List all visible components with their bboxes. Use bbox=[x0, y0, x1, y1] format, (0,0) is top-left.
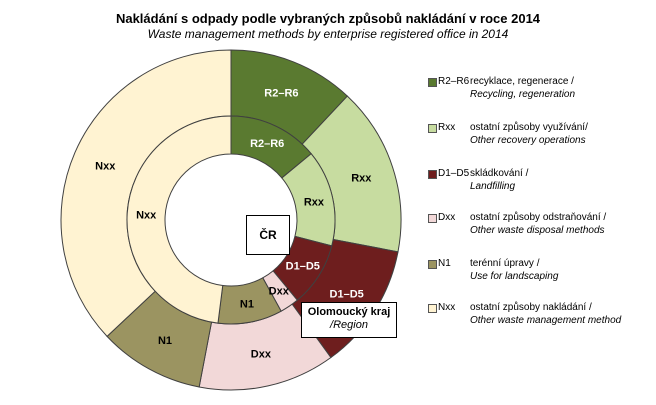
legend-code: R2–R6 bbox=[438, 76, 470, 87]
legend-text-en: Other waste management method bbox=[470, 315, 622, 326]
outer-ring-label-rxx: Rxx bbox=[351, 173, 372, 185]
legend-swatch-r2-r6 bbox=[428, 78, 437, 87]
inner-ring-slice-nxx bbox=[126, 115, 232, 324]
legend-text-cz: recyklace, regenerace / bbox=[470, 76, 574, 87]
legend-code: Dxx bbox=[438, 212, 456, 223]
legend-text-cz: ostatní způsoby nakládání / bbox=[470, 302, 592, 313]
chart-subtitle: Waste management methods by enterprise r… bbox=[147, 27, 509, 41]
legend-text-en: Other waste disposal methods bbox=[470, 225, 605, 236]
legend-code: N1 bbox=[438, 258, 451, 269]
legend-text-cz: terénní úpravy / bbox=[470, 258, 540, 269]
legend-swatch-n1 bbox=[428, 260, 437, 269]
inner-ring-label-dxx: Dxx bbox=[269, 285, 290, 297]
legend-text-en: Use for landscaping bbox=[470, 271, 559, 282]
inner-ring-label-rxx: Rxx bbox=[304, 196, 325, 208]
legend-code: Nxx bbox=[438, 302, 456, 313]
outer-ring-label-dxx: Dxx bbox=[251, 349, 272, 361]
legend-text-en: Landfilling bbox=[470, 181, 516, 192]
chart-title: Nakládání s odpady podle vybraných způso… bbox=[115, 11, 541, 26]
legend-swatch-dxx bbox=[428, 214, 437, 223]
outer-ring-label-d1-d5: D1–D5 bbox=[330, 288, 364, 300]
inner-ring-label-nxx: Nxx bbox=[136, 210, 157, 222]
outer-ring-label-sub: /Region bbox=[330, 319, 368, 331]
inner-ring-label-d1-d5: D1–D5 bbox=[286, 261, 320, 273]
legend-swatch-d1-d5 bbox=[428, 170, 437, 179]
legend-swatch-nxx bbox=[428, 304, 437, 313]
legend-code: Rxx bbox=[438, 122, 456, 133]
outer-ring-label-n1: N1 bbox=[158, 335, 172, 347]
legend-text-cz: ostatní způsoby využívání/ bbox=[470, 122, 588, 133]
inner-ring-label: ČR bbox=[246, 215, 290, 255]
outer-ring-label-r2-r6: R2–R6 bbox=[264, 88, 298, 100]
legend-swatch-rxx bbox=[428, 124, 437, 133]
inner-ring-label-n1: N1 bbox=[240, 298, 254, 310]
outer-ring-label: Olomoucký kraj /Region bbox=[301, 302, 397, 338]
legend-text-cz: ostatní způsoby odstraňování / bbox=[470, 212, 607, 223]
legend-text-en: Recycling, regeneration bbox=[470, 89, 576, 100]
outer-ring-label-nxx: Nxx bbox=[95, 161, 116, 173]
legend-text-cz: skládkování / bbox=[470, 168, 529, 179]
outer-ring-label-name: Olomoucký kraj bbox=[307, 306, 391, 318]
legend-text-en: Other recovery operations bbox=[470, 135, 586, 146]
legend-code: D1–D5 bbox=[438, 168, 470, 179]
inner-ring-label-r2-r6: R2–R6 bbox=[250, 138, 284, 150]
